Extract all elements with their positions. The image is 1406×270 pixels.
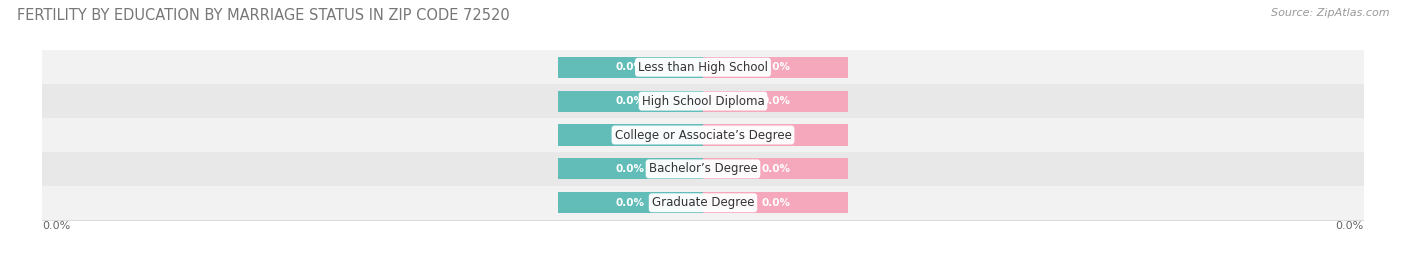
Bar <box>558 57 703 78</box>
Text: Bachelor’s Degree: Bachelor’s Degree <box>648 162 758 176</box>
Bar <box>558 158 703 179</box>
Bar <box>558 124 703 146</box>
Bar <box>703 158 848 179</box>
Text: 0.0%: 0.0% <box>761 96 790 106</box>
Bar <box>703 192 848 213</box>
Bar <box>558 192 703 213</box>
Text: Less than High School: Less than High School <box>638 61 768 74</box>
Text: College or Associate’s Degree: College or Associate’s Degree <box>614 129 792 141</box>
Text: 0.0%: 0.0% <box>761 164 790 174</box>
Text: 0.0%: 0.0% <box>42 221 70 231</box>
Bar <box>42 152 1364 186</box>
Bar <box>42 50 1364 84</box>
Bar <box>42 186 1364 220</box>
Bar <box>703 124 848 146</box>
Text: 0.0%: 0.0% <box>616 198 645 208</box>
Text: Graduate Degree: Graduate Degree <box>652 196 754 209</box>
Bar <box>703 57 848 78</box>
Bar <box>703 91 848 112</box>
Text: 0.0%: 0.0% <box>761 130 790 140</box>
Text: Source: ZipAtlas.com: Source: ZipAtlas.com <box>1271 8 1389 18</box>
Text: 0.0%: 0.0% <box>616 62 645 72</box>
Text: 0.0%: 0.0% <box>616 130 645 140</box>
Text: 0.0%: 0.0% <box>616 96 645 106</box>
Text: 0.0%: 0.0% <box>761 198 790 208</box>
Text: 0.0%: 0.0% <box>616 164 645 174</box>
Text: FERTILITY BY EDUCATION BY MARRIAGE STATUS IN ZIP CODE 72520: FERTILITY BY EDUCATION BY MARRIAGE STATU… <box>17 8 509 23</box>
Text: High School Diploma: High School Diploma <box>641 94 765 108</box>
Bar <box>42 118 1364 152</box>
Bar <box>558 91 703 112</box>
Bar <box>42 84 1364 118</box>
Text: 0.0%: 0.0% <box>761 62 790 72</box>
Text: 0.0%: 0.0% <box>1336 221 1364 231</box>
